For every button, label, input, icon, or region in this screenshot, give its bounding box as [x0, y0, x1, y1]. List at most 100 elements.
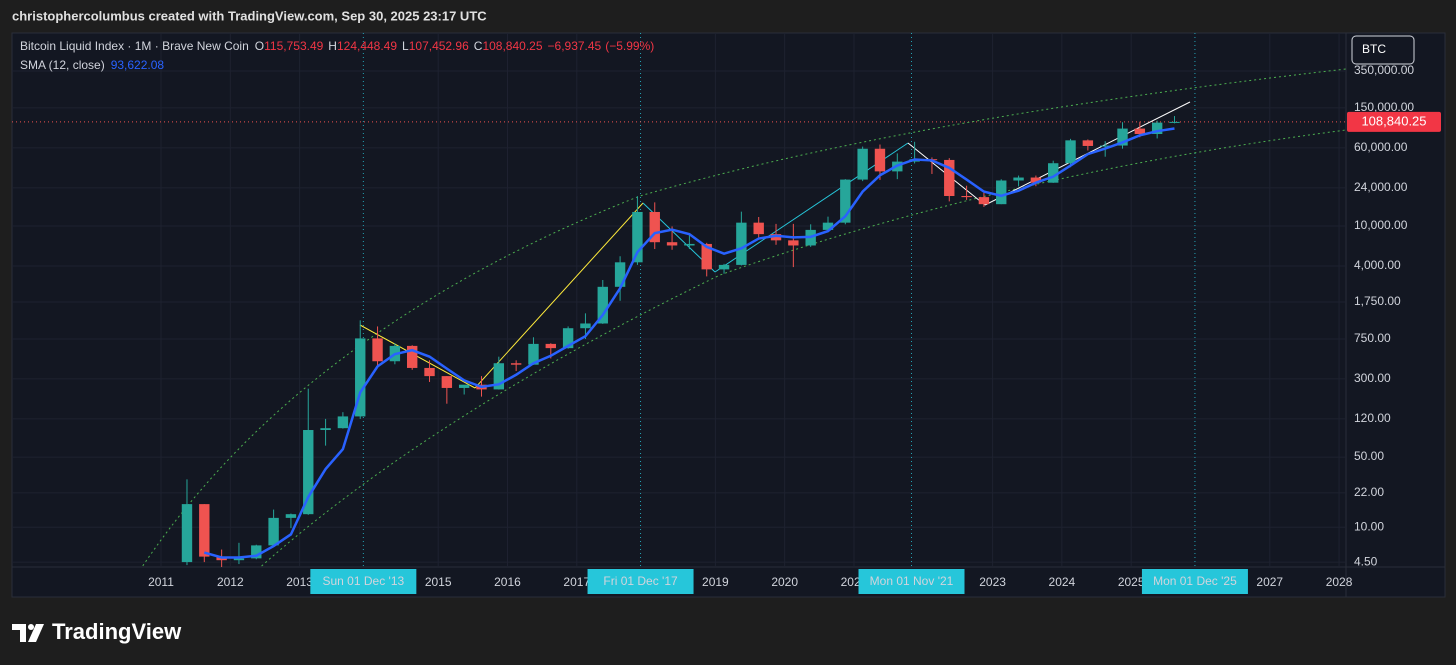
x-tick-label: 2019 [702, 575, 729, 589]
candle-body [580, 323, 591, 329]
channel-lower [259, 129, 1346, 567]
x-tick-label: 2025 [1118, 575, 1145, 589]
trendline [474, 202, 644, 389]
x-tick-label: 2024 [1049, 575, 1076, 589]
candle-body [684, 243, 695, 246]
legend-key: O [255, 39, 264, 53]
candles [181, 116, 1180, 567]
candle-body [649, 211, 660, 243]
x-tick-label: 2028 [1326, 575, 1353, 589]
y-tick-label: 60,000.00 [1354, 140, 1408, 154]
candle-body [528, 343, 539, 365]
candle-body [320, 428, 331, 431]
candle-body [303, 430, 314, 515]
candle-body [753, 222, 764, 235]
candle-body [1151, 122, 1163, 134]
candle-body [961, 196, 972, 198]
sma-value: 93,622.08 [111, 58, 165, 72]
chart-frame [11, 32, 1446, 598]
legend-value: 108,840.25 [482, 39, 542, 53]
y-tick-label: 10,000.00 [1354, 218, 1408, 232]
y-tick-label: 4,000.00 [1354, 258, 1401, 272]
candle-body [545, 343, 556, 349]
marker-box [587, 569, 694, 594]
candle-body [407, 345, 418, 368]
candle-body [822, 222, 834, 230]
candle-body [1048, 163, 1059, 183]
candle-body [614, 262, 626, 287]
sma-line [203, 127, 1175, 559]
candle-body [944, 159, 955, 197]
legend-key: L [402, 39, 409, 53]
marker-label: Sun 01 Dec '13 [323, 574, 405, 588]
candle-body [251, 545, 262, 559]
trendline [359, 324, 476, 389]
legend-change: −6,937.45 [548, 39, 602, 53]
x-tick-label: 2017 [563, 575, 590, 589]
symbol-button[interactable] [1351, 35, 1415, 65]
x-tick-label: 2015 [425, 575, 452, 589]
grid [12, 33, 1346, 567]
y-tick-label: 1,750.00 [1354, 294, 1401, 308]
candle-body [493, 363, 505, 390]
candle-body [424, 367, 435, 377]
candle-body [1065, 140, 1076, 164]
marker-box [1141, 569, 1248, 594]
legend-sma: SMA (12, close) 93,622.08 [20, 58, 164, 72]
channel-upper [141, 68, 1346, 567]
logo-mark [28, 624, 34, 630]
candle-body [1134, 128, 1146, 134]
candle-body [718, 264, 730, 270]
candle-body [1082, 140, 1094, 146]
legend-key: C [474, 39, 483, 53]
candle-body [562, 328, 574, 349]
logo-mark [12, 624, 26, 642]
candle-body [372, 338, 383, 362]
y-tick-label: 50.00 [1354, 449, 1384, 463]
x-tick-label: 2027 [1256, 575, 1283, 589]
candle-body [355, 338, 366, 417]
footer-brand: TradingView [52, 619, 182, 644]
y-tick-label: 150,000.00 [1354, 100, 1414, 114]
candle-body [441, 376, 453, 388]
x-tick-label: 2016 [494, 575, 521, 589]
legend: Bitcoin Liquid Index · 1M · Brave New Co… [20, 39, 654, 72]
candle-body [874, 148, 886, 172]
marker-box [310, 569, 417, 594]
y-tick-label: 350,000.00 [1354, 63, 1414, 77]
candle-body [1169, 121, 1180, 123]
axes: 350,000.00 150,000.00 60,000.00 24,000.00 10… [148, 63, 1441, 594]
candle-body [770, 234, 782, 241]
candle-body [788, 240, 799, 246]
candle-body [1117, 128, 1128, 146]
candle-body [285, 514, 297, 518]
candle-body [337, 416, 349, 429]
candle-body [996, 180, 1007, 205]
x-tick-label: 2020 [771, 575, 798, 589]
price-box [1347, 111, 1441, 132]
candle-body [1099, 145, 1111, 147]
candle-body [597, 286, 608, 324]
y-tick-label: 120.00 [1354, 411, 1391, 425]
marker-label: Mon 01 Nov '21 [870, 574, 954, 588]
candle-body [458, 384, 470, 388]
legend-key: H [328, 39, 337, 53]
candle-body [632, 211, 643, 263]
candle-body [840, 179, 851, 223]
y-tick-label: 22.00 [1354, 485, 1384, 499]
y-tick-label: 24,000.00 [1354, 180, 1408, 194]
candle-body [1013, 177, 1024, 181]
x-tick-label: 2013 [286, 575, 313, 589]
marker-label: Fri 01 Dec '17 [603, 574, 678, 588]
legend-change-pct: (−5.99%) [605, 39, 654, 53]
candle-body [181, 504, 193, 563]
candle-body [199, 504, 210, 557]
marker-box [858, 569, 965, 594]
legend-value: 124,448.49 [337, 39, 397, 53]
candle-body [268, 517, 279, 546]
candle-body [666, 242, 678, 246]
symbol-button-label[interactable]: BTC [1362, 42, 1386, 56]
price-box-label: 108,840.25 [1361, 113, 1426, 128]
candle-body [233, 558, 245, 561]
